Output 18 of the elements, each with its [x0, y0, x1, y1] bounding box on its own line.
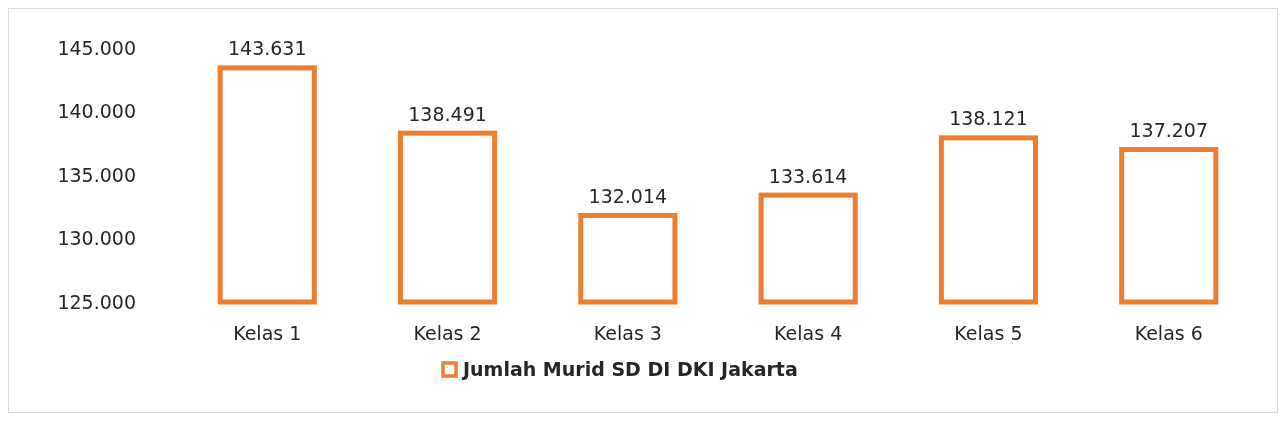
x-tick-label: Kelas 2: [413, 322, 482, 344]
x-tick-label: Kelas 5: [954, 322, 1023, 344]
y-tick-label: 130.000: [57, 227, 136, 250]
y-tick-label: 125.000: [57, 290, 136, 313]
data-label: 132.014: [588, 184, 668, 207]
data-label: 137.207: [1129, 118, 1209, 141]
data-label: 138.491: [408, 102, 487, 125]
y-tick-label: 135.000: [57, 163, 136, 186]
legend-label: Jumlah Murid SD DI DKI Jakarta: [461, 358, 798, 380]
y-tick-label: 145.000: [57, 36, 136, 59]
y-tick-label: 140.000: [57, 100, 136, 123]
x-tick-label: Kelas 6: [1134, 322, 1203, 344]
x-tick-label: Kelas 4: [774, 322, 843, 344]
x-tick-label: Kelas 1: [233, 322, 302, 344]
data-label: 143.631: [227, 37, 307, 60]
x-tick-label: Kelas 3: [593, 322, 662, 344]
data-label: 133.614: [768, 164, 848, 187]
data-label: 138.121: [949, 107, 1028, 130]
